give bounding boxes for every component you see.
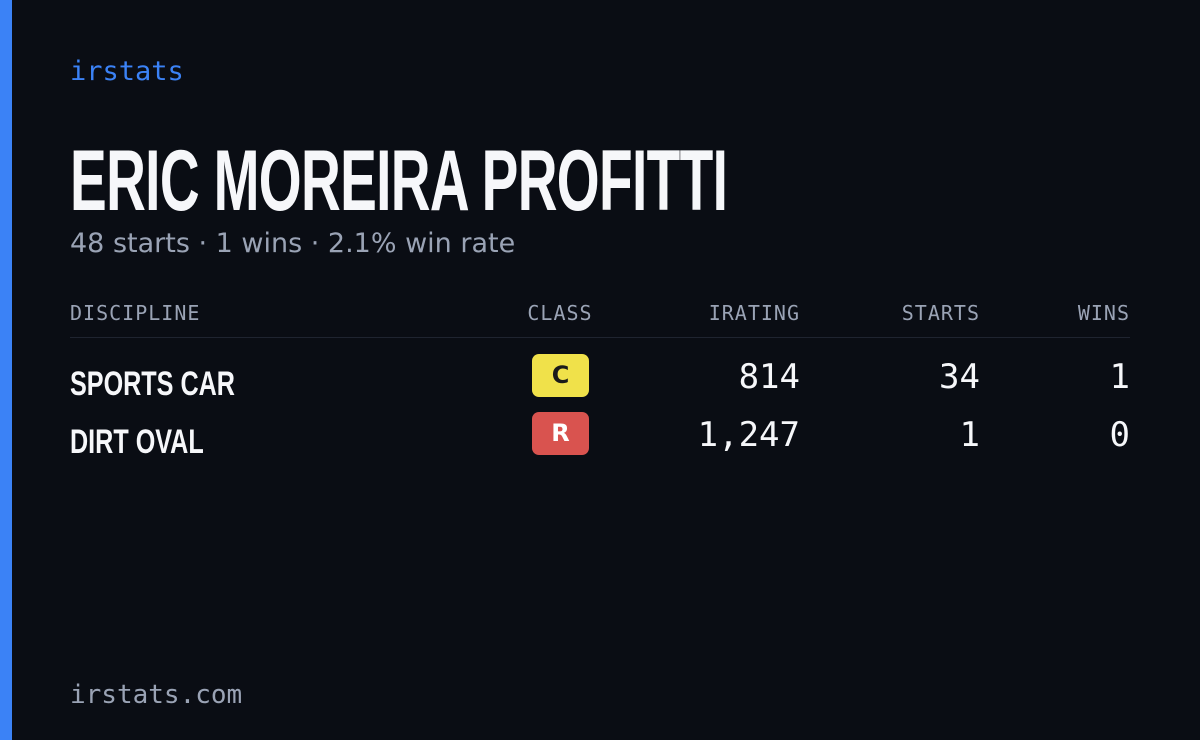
discipline: DIRT OVAL	[70, 423, 204, 461]
footer-url: irstats.com	[70, 680, 243, 710]
driver-name: ERIC MOREIRA PROFITTI	[70, 133, 728, 229]
wins: 1	[1109, 357, 1130, 397]
irating: 1,247	[697, 415, 800, 455]
column-header: STARTS	[901, 301, 980, 325]
brand: irstats	[70, 56, 184, 87]
column-header: WINS	[1077, 301, 1130, 325]
column-header: IRATING	[708, 301, 800, 325]
starts: 34	[939, 357, 980, 397]
class-badge: C	[532, 354, 589, 397]
accent-bar	[0, 0, 12, 740]
header-rule	[70, 337, 1130, 338]
summary: 48 starts · 1 wins · 2.1% win rate	[70, 228, 516, 259]
irating: 814	[738, 357, 800, 397]
starts: 1	[959, 415, 980, 455]
class-badge: R	[532, 412, 589, 455]
column-header: CLASS	[527, 301, 593, 325]
column-header: DISCIPLINE	[70, 301, 201, 325]
wins: 0	[1109, 415, 1130, 455]
discipline: SPORTS CAR	[70, 365, 235, 403]
